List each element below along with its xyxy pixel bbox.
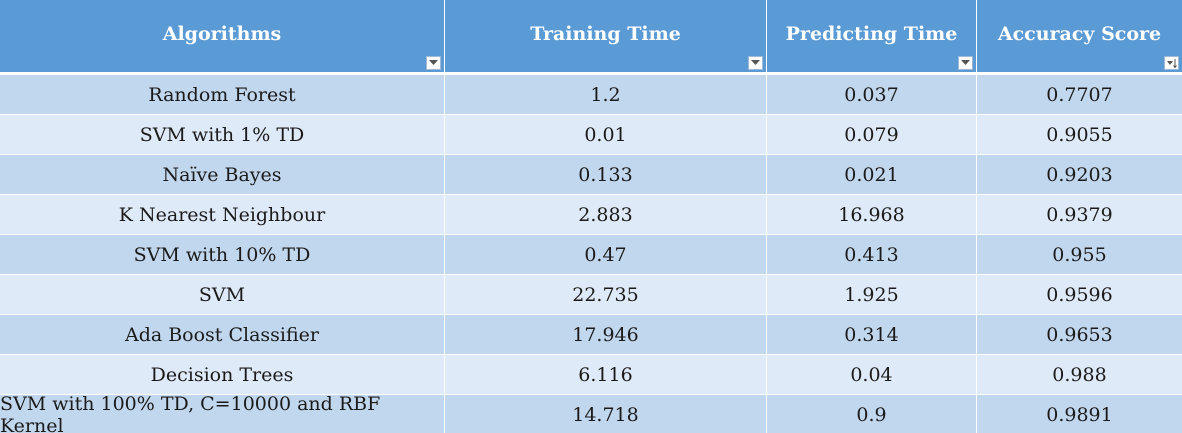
table-header: Algorithms Training Time Predicting Time… (0, 0, 1182, 75)
predicting-time-cell[interactable]: 0.314 (767, 315, 977, 355)
accuracy-score-cell[interactable]: 0.955 (977, 235, 1182, 275)
column-header-algorithms: Algorithms (0, 0, 445, 72)
accuracy-score-cell[interactable]: 0.7707 (977, 75, 1182, 115)
table-row: Random Forest 1.2 0.037 0.7707 (0, 75, 1182, 115)
column-header-predicting-time: Predicting Time (767, 0, 977, 72)
training-time-cell[interactable]: 17.946 (445, 315, 767, 355)
predicting-time-cell[interactable]: 0.079 (767, 115, 977, 155)
algorithm-cell[interactable]: Naïve Bayes (0, 155, 445, 195)
algorithm-cell[interactable]: Ada Boost Classifier (0, 315, 445, 355)
table-row: SVM with 1% TD 0.01 0.079 0.9055 (0, 115, 1182, 155)
algorithm-cell[interactable]: Decision Trees (0, 355, 445, 395)
algorithm-cell[interactable]: K Nearest Neighbour (0, 195, 445, 235)
predicting-time-cell[interactable]: 0.413 (767, 235, 977, 275)
table-row: SVM with 10% TD 0.47 0.413 0.955 (0, 235, 1182, 275)
predicting-time-cell[interactable]: 0.021 (767, 155, 977, 195)
training-time-cell[interactable]: 0.47 (445, 235, 767, 275)
accuracy-score-cell[interactable]: 0.9891 (1046, 404, 1113, 426)
training-time-cell[interactable]: 22.735 (445, 275, 767, 315)
training-time-cell[interactable]: 1.2 (445, 75, 767, 115)
training-time-cell[interactable]: 2.883 (445, 195, 767, 235)
table-row: Decision Trees 6.116 0.04 0.988 (0, 355, 1182, 395)
column-header-label: Training Time (530, 22, 681, 45)
accuracy-score-cell[interactable]: 0.9055 (977, 115, 1182, 155)
algorithm-cell[interactable]: SVM with 100% TD, C=10000 and RBF Kernel (0, 393, 445, 433)
column-header-accuracy-score: Accuracy Score (977, 0, 1182, 72)
filter-dropdown-icon[interactable] (748, 56, 763, 70)
predicting-time-cell[interactable]: 0.037 (767, 75, 977, 115)
algorithm-cell[interactable]: SVM with 10% TD (0, 235, 445, 275)
column-header-training-time: Training Time (445, 0, 767, 72)
sort-ascending-icon[interactable] (1164, 56, 1179, 70)
table-row: Naïve Bayes 0.133 0.021 0.9203 (0, 155, 1182, 195)
column-header-label: Algorithms (162, 22, 282, 45)
algorithm-cell[interactable]: SVM (0, 275, 445, 315)
training-time-cell[interactable]: 0.01 (445, 115, 767, 155)
accuracy-score-cell[interactable]: 0.9379 (977, 195, 1182, 235)
algorithm-cell[interactable]: Random Forest (0, 75, 445, 115)
column-header-label: Accuracy Score (997, 22, 1162, 45)
table-row: SVM 22.735 1.925 0.9596 (0, 275, 1182, 315)
training-time-cell[interactable]: 0.133 (445, 155, 767, 195)
predicting-time-cell[interactable]: 1.925 (767, 275, 977, 315)
predicting-time-cell[interactable]: 16.968 (767, 195, 977, 235)
predicting-time-cell[interactable]: 0.9 (767, 395, 977, 433)
filter-dropdown-icon[interactable] (958, 56, 973, 70)
column-header-label: Predicting Time (785, 22, 958, 45)
accuracy-score-cell[interactable]: 0.9653 (977, 315, 1182, 355)
filter-dropdown-icon[interactable] (426, 56, 441, 70)
algorithm-cell[interactable]: SVM with 1% TD (0, 115, 445, 155)
table-row: K Nearest Neighbour 2.883 16.968 0.9379 (0, 195, 1182, 235)
accuracy-score-cell[interactable]: 0.988 (977, 355, 1182, 395)
predicting-time-cell[interactable]: 0.04 (767, 355, 977, 395)
table-body: Random Forest 1.2 0.037 0.7707 SVM with 1% T… (0, 75, 1182, 433)
table-row: SVM with 100% TD, C=10000 and RBF Kernel… (0, 393, 1182, 433)
training-time-cell[interactable]: 14.718 (445, 395, 767, 433)
training-time-cell[interactable]: 6.116 (445, 355, 767, 395)
accuracy-score-cell[interactable]: 0.9596 (977, 275, 1182, 315)
accuracy-score-cell[interactable]: 0.9203 (977, 155, 1182, 195)
table-row: Ada Boost Classifier 17.946 0.314 0.9653 (0, 315, 1182, 355)
